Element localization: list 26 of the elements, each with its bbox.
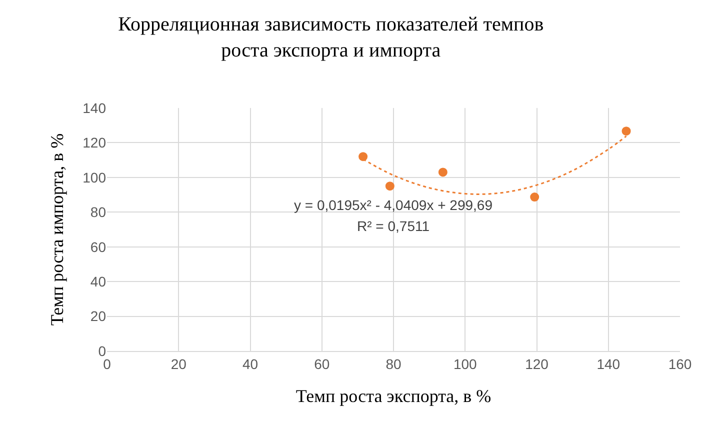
x-tick-label: 100 <box>453 356 478 372</box>
x-tick-label: 160 <box>668 356 692 372</box>
annotation: R² = 0,7511 <box>357 218 430 234</box>
chart-title: Корреляционная зависимость показателей темпов роста экспорта и импорта <box>118 13 544 62</box>
x-tick-label: 20 <box>170 356 187 372</box>
annotation: y = 0,0195x² - 4,0409x + 299,69 <box>294 197 493 213</box>
y-axis-title: Темп роста импорта, в % <box>46 133 67 326</box>
y-tick-label: 120 <box>82 134 106 151</box>
point <box>358 152 368 162</box>
y-tick-label: 20 <box>90 308 106 324</box>
y-tick-label: 100 <box>82 169 106 186</box>
x-axis-title: Темп роста экспорта, в % <box>296 386 492 406</box>
point <box>385 182 394 191</box>
point <box>438 168 448 177</box>
x-tick-label: 120 <box>525 356 549 372</box>
point <box>530 192 540 202</box>
x-tick-label: 40 <box>242 356 258 372</box>
y-tick-label: 0 <box>98 342 106 359</box>
y-tick-label: 80 <box>90 204 106 220</box>
x-tick-label: 140 <box>596 356 620 372</box>
x-tick-label: 80 <box>386 356 402 372</box>
point <box>622 126 631 136</box>
y-tick-label: 140 <box>82 100 106 116</box>
y-tick-label: 60 <box>90 238 106 255</box>
x-tick-label: 60 <box>314 356 330 372</box>
y-tick-label: 40 <box>90 273 106 290</box>
